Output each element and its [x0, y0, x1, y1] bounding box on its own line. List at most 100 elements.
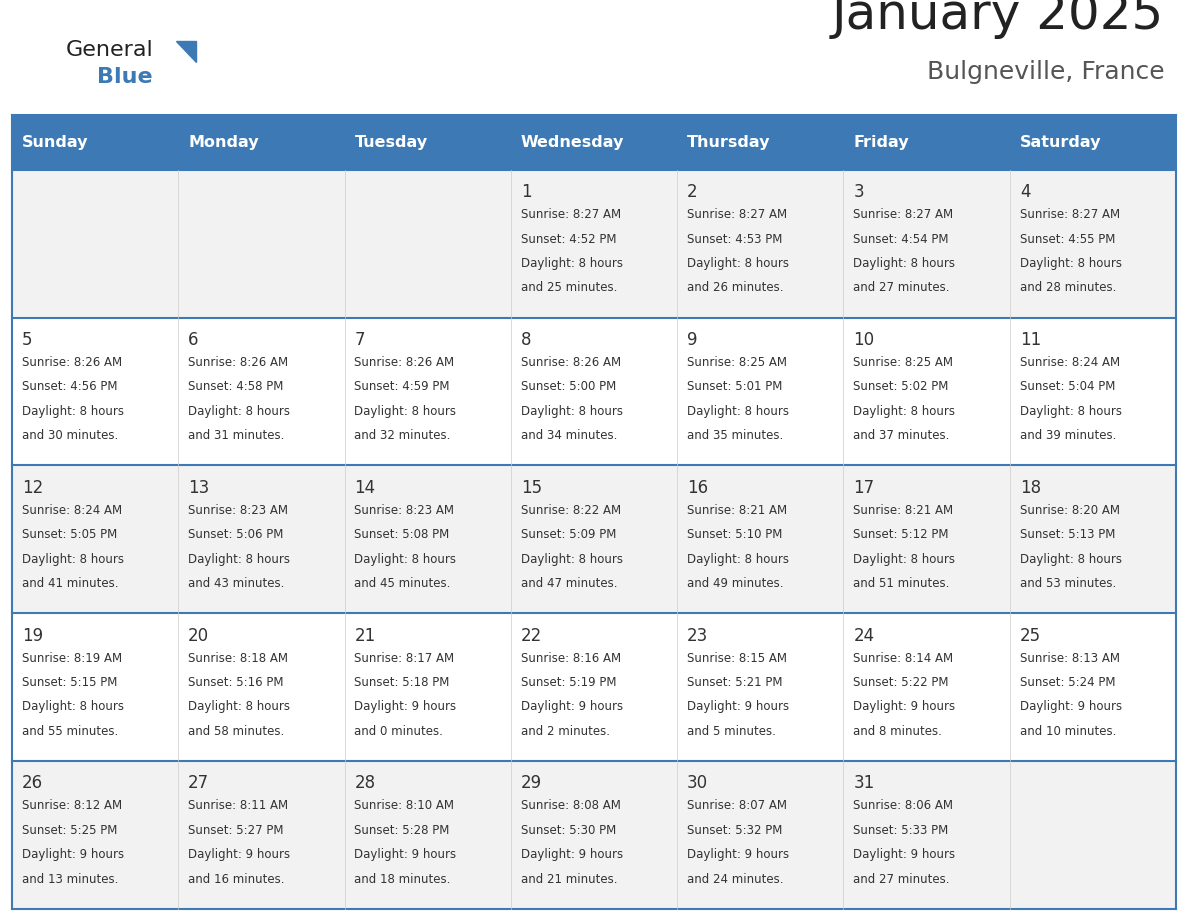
Text: 22: 22 — [520, 626, 542, 644]
Bar — [677, 465, 843, 613]
Text: Daylight: 9 hours: Daylight: 9 hours — [853, 700, 955, 713]
Bar — [12, 318, 178, 465]
Bar — [677, 115, 843, 170]
Bar — [12, 115, 178, 170]
Text: and 5 minutes.: and 5 minutes. — [687, 725, 776, 738]
Text: Sunset: 5:13 PM: Sunset: 5:13 PM — [1019, 528, 1116, 542]
Text: 10: 10 — [853, 330, 874, 349]
Text: Thursday: Thursday — [687, 135, 771, 150]
Text: and 28 minutes.: and 28 minutes. — [1019, 282, 1117, 295]
Bar — [12, 613, 178, 761]
Text: 9: 9 — [687, 330, 697, 349]
Text: Sunrise: 8:15 AM: Sunrise: 8:15 AM — [687, 652, 788, 665]
Bar — [511, 613, 677, 761]
Text: Sunrise: 8:11 AM: Sunrise: 8:11 AM — [188, 800, 289, 812]
Text: Daylight: 9 hours: Daylight: 9 hours — [520, 700, 623, 713]
Text: 26: 26 — [21, 774, 43, 792]
Bar — [178, 613, 345, 761]
Text: Sunset: 5:16 PM: Sunset: 5:16 PM — [188, 676, 284, 689]
Text: Daylight: 8 hours: Daylight: 8 hours — [21, 700, 124, 713]
Text: and 26 minutes.: and 26 minutes. — [687, 282, 784, 295]
Text: Daylight: 9 hours: Daylight: 9 hours — [1019, 700, 1121, 713]
Text: 21: 21 — [354, 626, 375, 644]
Bar — [178, 170, 345, 318]
Text: 8: 8 — [520, 330, 531, 349]
Text: and 8 minutes.: and 8 minutes. — [853, 725, 942, 738]
Bar — [1010, 170, 1176, 318]
Text: 27: 27 — [188, 774, 209, 792]
Text: 7: 7 — [354, 330, 365, 349]
Text: 5: 5 — [21, 330, 32, 349]
Text: and 51 minutes.: and 51 minutes. — [853, 577, 950, 590]
Bar — [178, 465, 345, 613]
Text: Sunset: 5:09 PM: Sunset: 5:09 PM — [520, 528, 617, 542]
Text: and 16 minutes.: and 16 minutes. — [188, 873, 285, 886]
Bar — [345, 761, 511, 909]
Text: Daylight: 8 hours: Daylight: 8 hours — [188, 405, 290, 418]
Text: Sunrise: 8:27 AM: Sunrise: 8:27 AM — [1019, 208, 1120, 221]
Text: Sunset: 5:22 PM: Sunset: 5:22 PM — [853, 676, 949, 689]
Text: Sunrise: 8:14 AM: Sunrise: 8:14 AM — [853, 652, 954, 665]
Text: Sunrise: 8:12 AM: Sunrise: 8:12 AM — [21, 800, 122, 812]
Text: 13: 13 — [188, 478, 209, 497]
Text: Daylight: 9 hours: Daylight: 9 hours — [520, 848, 623, 861]
Text: Sunrise: 8:23 AM: Sunrise: 8:23 AM — [188, 504, 289, 517]
Text: Sunset: 5:02 PM: Sunset: 5:02 PM — [853, 380, 949, 394]
Text: Sunrise: 8:07 AM: Sunrise: 8:07 AM — [687, 800, 788, 812]
Text: Sunrise: 8:18 AM: Sunrise: 8:18 AM — [188, 652, 289, 665]
Text: Sunset: 5:05 PM: Sunset: 5:05 PM — [21, 528, 118, 542]
Text: and 25 minutes.: and 25 minutes. — [520, 282, 618, 295]
Text: Friday: Friday — [853, 135, 909, 150]
Text: Daylight: 8 hours: Daylight: 8 hours — [520, 405, 623, 418]
Text: 4: 4 — [1019, 183, 1030, 201]
Text: Daylight: 9 hours: Daylight: 9 hours — [687, 848, 789, 861]
Text: Sunset: 4:54 PM: Sunset: 4:54 PM — [853, 232, 949, 246]
Text: 28: 28 — [354, 774, 375, 792]
Text: and 27 minutes.: and 27 minutes. — [853, 873, 950, 886]
Text: Sunday: Sunday — [21, 135, 88, 150]
Text: Saturday: Saturday — [1019, 135, 1101, 150]
Text: Daylight: 9 hours: Daylight: 9 hours — [853, 848, 955, 861]
Bar — [1010, 465, 1176, 613]
Text: 30: 30 — [687, 774, 708, 792]
Text: and 37 minutes.: and 37 minutes. — [853, 430, 950, 442]
Text: and 0 minutes.: and 0 minutes. — [354, 725, 443, 738]
Text: Sunset: 4:59 PM: Sunset: 4:59 PM — [354, 380, 450, 394]
Text: 1: 1 — [520, 183, 531, 201]
Text: Sunset: 5:30 PM: Sunset: 5:30 PM — [520, 823, 617, 837]
Text: Bulgneville, France: Bulgneville, France — [927, 61, 1164, 84]
Text: Sunrise: 8:08 AM: Sunrise: 8:08 AM — [520, 800, 620, 812]
Text: Daylight: 8 hours: Daylight: 8 hours — [853, 257, 955, 270]
Text: Sunrise: 8:21 AM: Sunrise: 8:21 AM — [853, 504, 954, 517]
Bar — [345, 170, 511, 318]
Text: Sunrise: 8:23 AM: Sunrise: 8:23 AM — [354, 504, 455, 517]
Bar — [1010, 613, 1176, 761]
Text: Sunrise: 8:26 AM: Sunrise: 8:26 AM — [354, 356, 455, 369]
Text: and 34 minutes.: and 34 minutes. — [520, 430, 618, 442]
Text: Daylight: 9 hours: Daylight: 9 hours — [354, 848, 456, 861]
Bar — [1010, 761, 1176, 909]
Text: Sunrise: 8:10 AM: Sunrise: 8:10 AM — [354, 800, 455, 812]
Text: Sunset: 5:27 PM: Sunset: 5:27 PM — [188, 823, 284, 837]
Text: Sunset: 5:25 PM: Sunset: 5:25 PM — [21, 823, 118, 837]
Text: 14: 14 — [354, 478, 375, 497]
Text: Sunset: 5:19 PM: Sunset: 5:19 PM — [520, 676, 617, 689]
Text: Blue: Blue — [97, 67, 153, 87]
Text: Sunset: 4:55 PM: Sunset: 4:55 PM — [1019, 232, 1116, 246]
Text: Sunrise: 8:25 AM: Sunrise: 8:25 AM — [853, 356, 954, 369]
Bar — [1010, 318, 1176, 465]
Text: Daylight: 8 hours: Daylight: 8 hours — [520, 553, 623, 565]
Text: Daylight: 8 hours: Daylight: 8 hours — [687, 553, 789, 565]
Text: Sunset: 4:58 PM: Sunset: 4:58 PM — [188, 380, 284, 394]
Text: Sunset: 5:10 PM: Sunset: 5:10 PM — [687, 528, 783, 542]
Text: Sunset: 5:33 PM: Sunset: 5:33 PM — [853, 823, 949, 837]
Bar — [677, 761, 843, 909]
Text: and 47 minutes.: and 47 minutes. — [520, 577, 618, 590]
Text: Daylight: 8 hours: Daylight: 8 hours — [354, 405, 456, 418]
Bar — [345, 318, 511, 465]
Text: Sunset: 5:32 PM: Sunset: 5:32 PM — [687, 823, 783, 837]
Bar — [843, 761, 1010, 909]
Text: and 43 minutes.: and 43 minutes. — [188, 577, 285, 590]
Bar — [178, 115, 345, 170]
Text: Daylight: 8 hours: Daylight: 8 hours — [687, 405, 789, 418]
